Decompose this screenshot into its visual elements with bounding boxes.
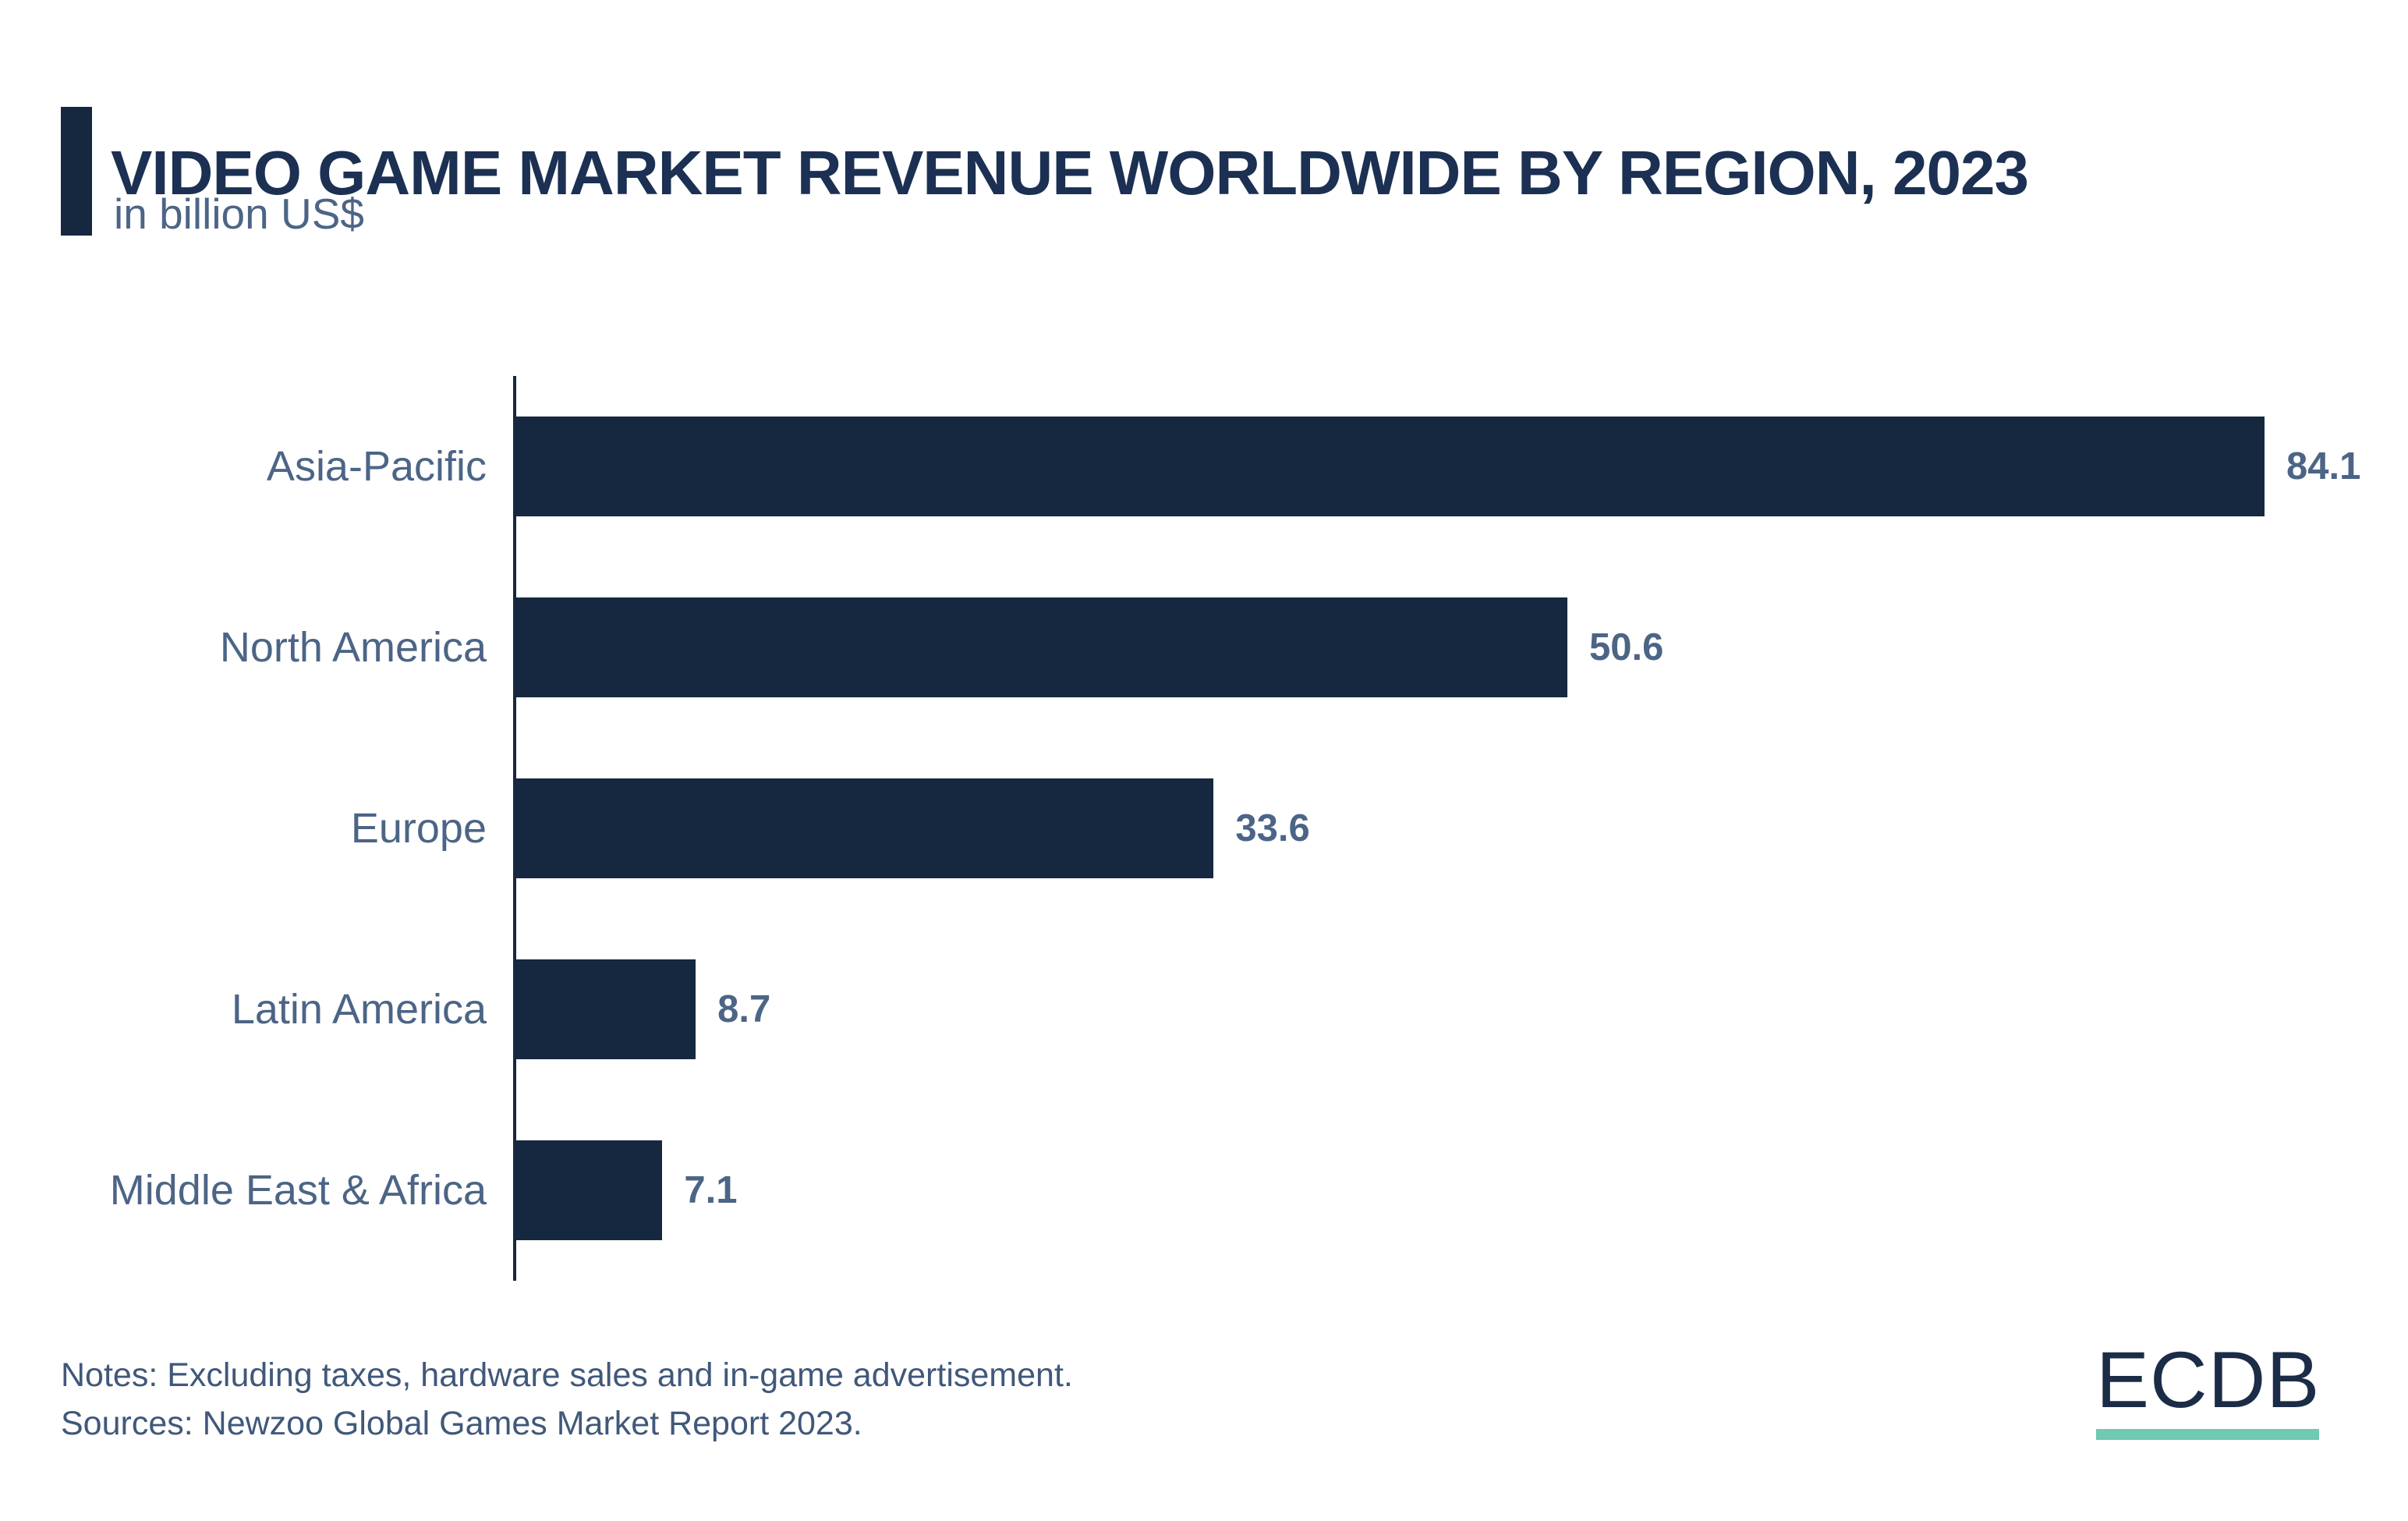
chart-units-subtitle: in billion US$ xyxy=(114,190,365,238)
value-label: 84.1 xyxy=(2286,445,2361,488)
sources-line: Sources: Newzoo Global Games Market Repo… xyxy=(61,1405,862,1442)
ecdb-logo-text: ECDB xyxy=(2096,1335,2321,1424)
bar-row: Europe 33.6 xyxy=(0,738,2408,919)
bar-chart: Asia-Pacific 84.1 North America 50.6 Europe 3… xyxy=(0,376,2408,1281)
bar-row: Asia-Pacific 84.1 xyxy=(0,376,2408,557)
bar xyxy=(515,1140,663,1240)
ecdb-logo: ECDB xyxy=(2096,1340,2320,1440)
value-label: 33.6 xyxy=(1235,807,1310,849)
value-label: 8.7 xyxy=(717,988,771,1030)
bar-row: North America 50.6 xyxy=(0,557,2408,738)
page-title: VIDEO GAME MARKET REVENUE WORLDWIDE BY R… xyxy=(111,137,2029,207)
bar-track: 7.1 xyxy=(515,1100,2408,1281)
bar-track: 8.7 xyxy=(515,919,2408,1100)
bar-rows: Asia-Pacific 84.1 North America 50.6 Europe 3… xyxy=(0,376,2408,1281)
category-label: Europe xyxy=(350,805,487,852)
title-accent-bar xyxy=(61,107,92,236)
value-label: 50.6 xyxy=(1588,626,1664,668)
bar xyxy=(515,959,696,1059)
bar-track: 33.6 xyxy=(515,738,2408,919)
bar-track: 50.6 xyxy=(515,557,2408,738)
ecdb-logo-underline xyxy=(2096,1429,2319,1440)
bar xyxy=(515,417,2265,516)
bar-row: Middle East & Africa 7.1 xyxy=(0,1100,2408,1281)
bar xyxy=(515,778,1214,878)
footer-notes: Notes: Excluding taxes, hardware sales a… xyxy=(61,1351,1073,1448)
notes-line: Notes: Excluding taxes, hardware sales a… xyxy=(61,1356,1073,1394)
bar-track: 84.1 xyxy=(515,376,2408,557)
bar xyxy=(515,597,1567,697)
bar-row: Latin America 8.7 xyxy=(0,919,2408,1100)
category-label: Latin America xyxy=(231,986,487,1033)
category-label: North America xyxy=(219,624,487,671)
category-label: Asia-Pacific xyxy=(266,443,487,490)
category-label: Middle East & Africa xyxy=(109,1167,487,1214)
value-label: 7.1 xyxy=(684,1169,738,1211)
